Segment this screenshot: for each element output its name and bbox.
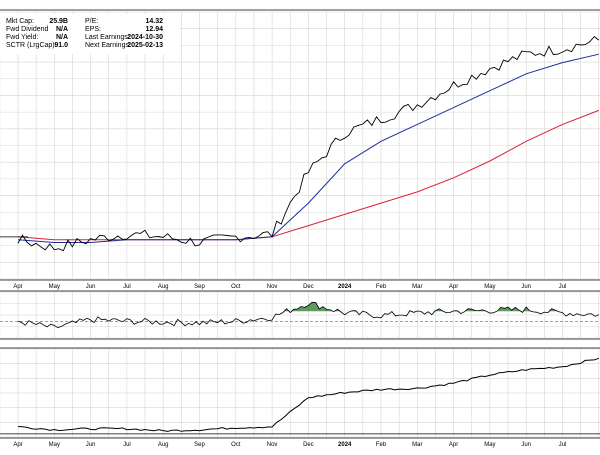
stat-fwd-dividend: Fwd Dividend N/A bbox=[6, 26, 68, 34]
stat-label: Mkt Cap: bbox=[6, 18, 35, 25]
relative-x-tick-label: Dec bbox=[303, 442, 314, 448]
relative-x-tick-label: Mar bbox=[412, 442, 422, 448]
relative-x-tick-label: May bbox=[484, 442, 495, 448]
relative-line bbox=[17, 357, 599, 432]
price-x-tick-label: Aug bbox=[158, 284, 169, 290]
stat-label: P/E: bbox=[85, 18, 99, 25]
relative-x-tick-label: Apr bbox=[449, 442, 458, 448]
price-x-tick-label: Jun bbox=[86, 284, 96, 290]
price-x-tick-label: Oct bbox=[231, 284, 241, 290]
price-x-tick-label: Apr bbox=[13, 284, 22, 290]
relative-x-tick-label: Oct bbox=[231, 442, 241, 448]
stat-label: EPS: bbox=[85, 26, 101, 33]
price-x-tick-label: Nov bbox=[267, 284, 278, 290]
relative-x-tick-label: May bbox=[49, 442, 60, 448]
stat-value: 14.32 bbox=[145, 18, 163, 25]
stat-pe: P/E: 14.32 bbox=[85, 18, 163, 26]
ma-long-line bbox=[17, 109, 599, 241]
stat-value: 12.94 bbox=[145, 26, 163, 33]
relative-x-tick-label: Jul bbox=[559, 442, 567, 448]
relative-x-tick-label: Jun bbox=[521, 442, 531, 448]
price-x-tick-label: May bbox=[484, 284, 495, 290]
price-x-tick-label: Jul bbox=[559, 284, 567, 290]
price-x-tick-label: Jun bbox=[521, 284, 531, 290]
stats-box: Mkt Cap: 25.9B Fwd Dividend N/A Fwd Yiel… bbox=[0, 14, 180, 54]
relative-x-tick-label: Sep bbox=[194, 442, 205, 448]
relative-x-tick-label: Nov bbox=[267, 442, 278, 448]
stat-value: 91.0 bbox=[54, 42, 68, 49]
price-x-tick-label: Feb bbox=[376, 284, 387, 290]
price-x-tick-label: Jul bbox=[123, 284, 131, 290]
price-x-tick-label: Mar bbox=[412, 284, 422, 290]
stat-value: 2025-02-13 bbox=[127, 42, 163, 49]
price-x-tick-label: Apr bbox=[449, 284, 458, 290]
rsi-line bbox=[17, 301, 599, 329]
stat-label: Fwd Dividend bbox=[6, 26, 49, 33]
stat-value: N/A bbox=[55, 26, 68, 33]
stat-next-earnings: Next Earnings: 2025-02-13 bbox=[85, 42, 163, 50]
stat-label: SCTR (LrgCap): bbox=[6, 42, 57, 49]
price-x-tick-label: 2024 bbox=[338, 284, 352, 290]
relative-x-tick-label: Jun bbox=[86, 442, 96, 448]
stat-value: 25.9B bbox=[49, 18, 68, 25]
price-x-tick-label: Dec bbox=[303, 284, 314, 290]
price-x-tick-label: May bbox=[49, 284, 60, 290]
relative-x-tick-label: Aug bbox=[158, 442, 169, 448]
price-line bbox=[17, 35, 600, 252]
relative-x-tick-label: Feb bbox=[376, 442, 387, 448]
relative-x-tick-label: Jul bbox=[123, 442, 131, 448]
stat-last-earnings: Last Earnings: 2024-10-30 bbox=[85, 34, 163, 42]
stat-eps: EPS: 12.94 bbox=[85, 26, 163, 34]
stat-label: Fwd Yield: bbox=[6, 34, 39, 41]
stat-mkt-cap: Mkt Cap: 25.9B bbox=[6, 18, 68, 26]
stat-value: 2024-10-30 bbox=[127, 34, 163, 41]
stat-value: N/A bbox=[55, 34, 68, 41]
relative-x-tick-label: Apr bbox=[13, 442, 22, 448]
relative-x-tick-label: 2024 bbox=[338, 442, 352, 448]
stat-fwd-yield: Fwd Yield: N/A bbox=[6, 34, 68, 42]
stat-sctr: SCTR (LrgCap): 91.0 bbox=[6, 42, 68, 50]
stat-label: Last Earnings: bbox=[85, 34, 130, 41]
ma-short-line bbox=[17, 53, 599, 243]
rsi-overbought-area bbox=[18, 302, 599, 312]
price-x-tick-label: Sep bbox=[194, 284, 205, 290]
stat-label: Next Earnings: bbox=[85, 42, 131, 49]
